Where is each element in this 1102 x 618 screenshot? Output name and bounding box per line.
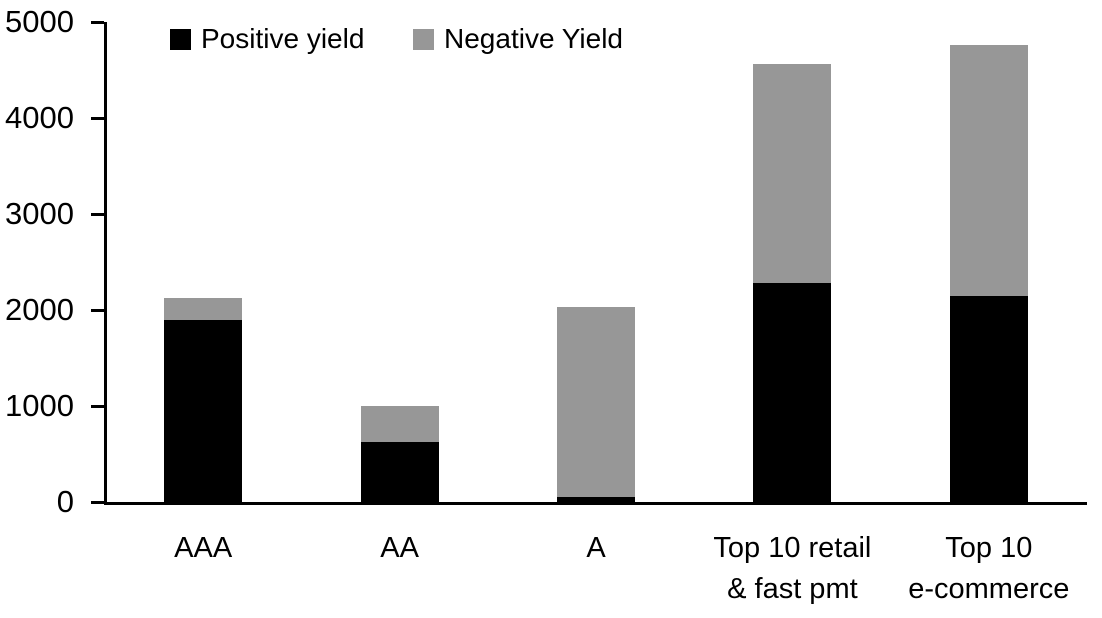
legend-item-negative-yield: Negative Yield: [413, 23, 624, 54]
x-axis-category-label: Top 10 retail & fast pmt: [713, 532, 872, 605]
y-axis-tick-label: 2000: [5, 292, 74, 327]
y-axis-tick: [91, 21, 104, 24]
bar-segment-negative-yield: [360, 406, 439, 443]
y-axis-tick: [91, 213, 104, 216]
legend-swatch-negative-yield: [413, 28, 434, 50]
bar-segment-positive-yield: [360, 442, 439, 502]
y-axis-tick-label: 4000: [5, 100, 74, 135]
bar-segment-negative-yield: [753, 64, 832, 284]
y-axis-tick-label: 3000: [5, 196, 74, 231]
bar-segment-positive-yield: [753, 283, 832, 502]
x-axis-category-label: Top 10 e-commerce: [908, 532, 1070, 605]
y-axis-tick: [91, 501, 104, 504]
bar-segment-negative-yield: [557, 307, 635, 498]
bar-segment-positive-yield: [557, 497, 635, 502]
legend-label-positive-yield: Positive yield: [201, 23, 365, 54]
x-axis-category-label: AA: [380, 532, 419, 564]
y-axis-tick: [91, 309, 104, 312]
y-axis-tick-label: 0: [56, 484, 74, 519]
legend-swatch-positive-yield: [170, 28, 191, 50]
legend-item-positive-yield: Positive yield: [170, 23, 365, 54]
x-axis-line: [104, 502, 1087, 505]
y-axis-tick-label: 1000: [5, 388, 74, 423]
x-axis-category-label: A: [586, 532, 606, 564]
y-axis-tick-label: 5000: [5, 4, 74, 39]
legend-label-negative-yield: Negative Yield: [444, 23, 624, 54]
bar-segment-positive-yield: [949, 295, 1028, 502]
y-axis-tick: [91, 405, 104, 408]
bar-segment-positive-yield: [164, 319, 243, 502]
x-axis-category-label: AAA: [174, 532, 233, 564]
bar-segment-negative-yield: [164, 298, 243, 320]
y-axis-line: [104, 22, 107, 505]
y-axis-tick: [91, 117, 104, 120]
bar-segment-negative-yield: [949, 45, 1028, 296]
chart-legend: Positive yield Negative Yield: [0, 23, 1102, 58]
